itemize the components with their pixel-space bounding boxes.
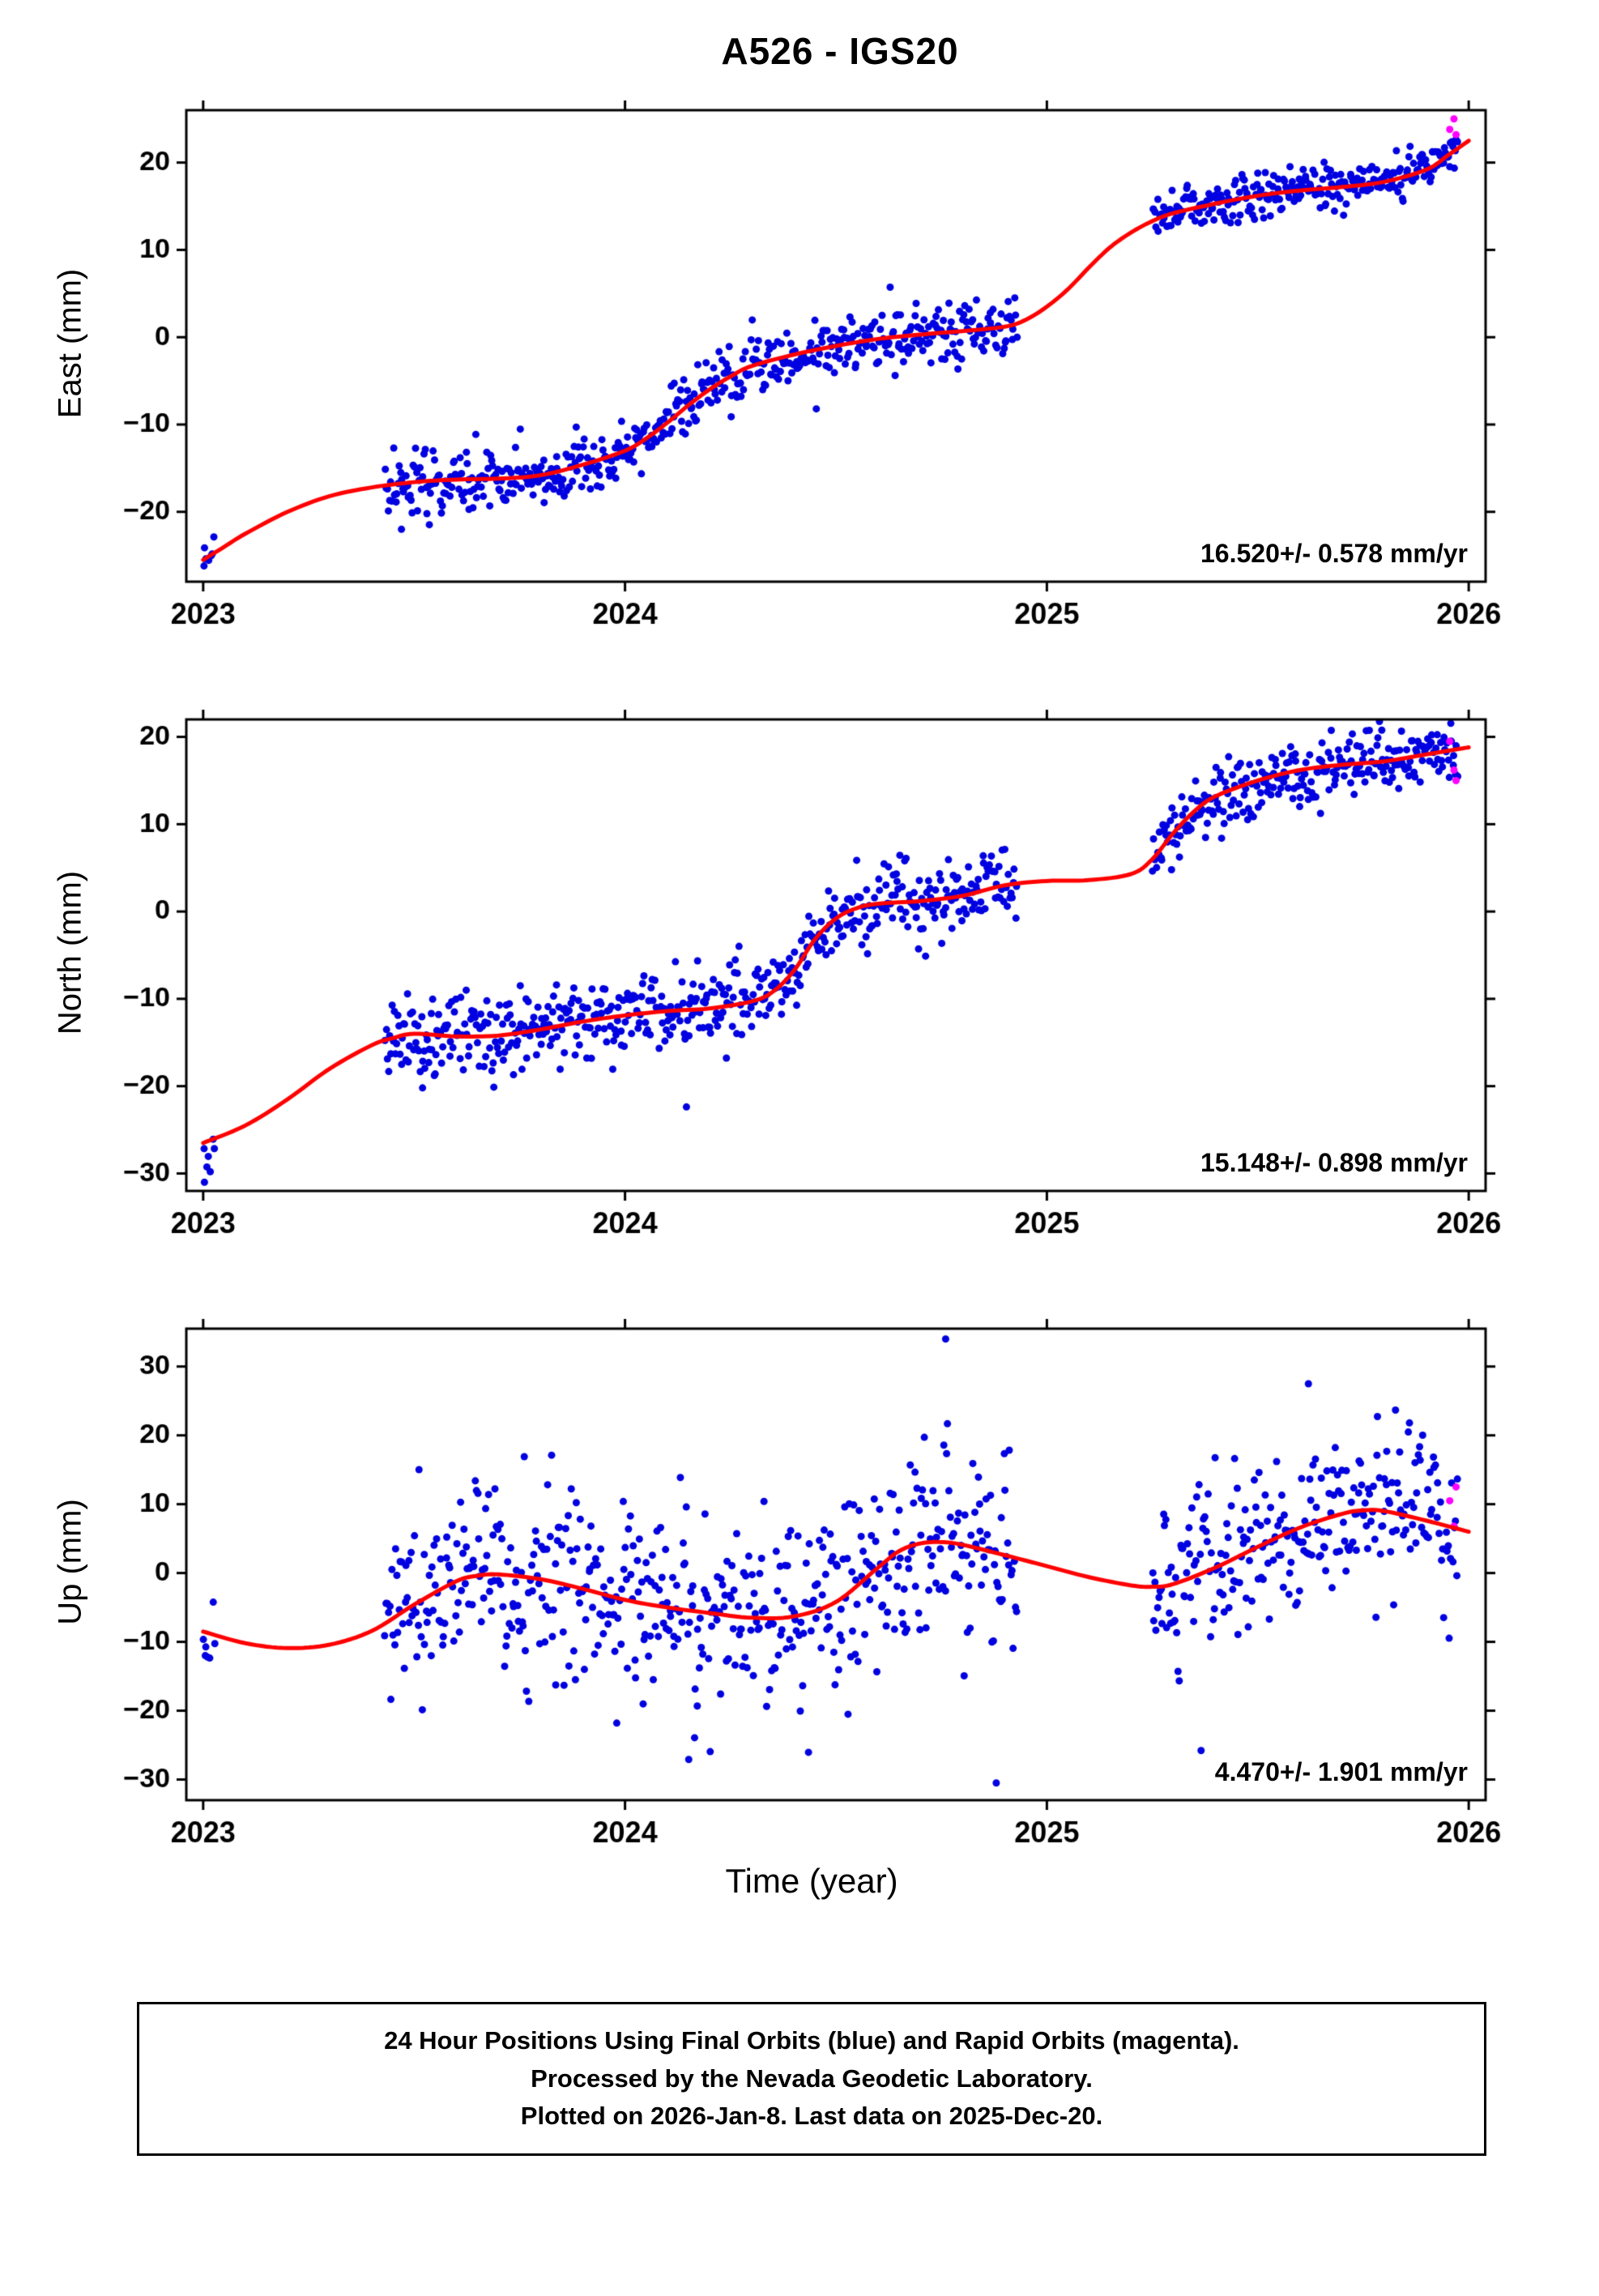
footer-line-orbits: 24 Hour Positions Using Final Orbits (bl… (384, 2026, 1239, 2055)
east-chart (99, 97, 1524, 632)
east-panel: East (mm) 16.520+/- 0.578 mm/yr (42, 97, 1581, 632)
up-rate-annotation: 4.470+/- 1.901 mm/yr (1214, 1757, 1468, 1786)
page-title: A526 - IGS20 (721, 30, 959, 72)
north-axis-label-wrap: North (mm) (42, 706, 99, 1241)
east-axis-label-wrap: East (mm) (42, 97, 99, 632)
north-panel: North (mm) 15.148+/- 0.898 mm/yr (42, 706, 1581, 1241)
xaxis-title: Time (year) (725, 1862, 898, 1900)
east-plot-area: 16.520+/- 0.578 mm/yr (99, 97, 1524, 632)
footer-box: 24 Hour Positions Using Final Orbits (bl… (137, 2002, 1486, 2156)
north-chart (99, 706, 1524, 1241)
footer-line-lab: Processed by the Nevada Geodetic Laborat… (531, 2063, 1093, 2093)
east-axis-label: East (mm) (52, 268, 88, 418)
up-panel: Up (mm) 4.470+/- 1.901 mm/yr (42, 1316, 1581, 1850)
north-rate-annotation: 15.148+/- 0.898 mm/yr (1200, 1148, 1468, 1177)
east-rate-annotation: 16.520+/- 0.578 mm/yr (1200, 539, 1468, 568)
up-axis-label: Up (mm) (52, 1498, 88, 1625)
page-container: A526 - IGS20 East (mm) 16.520+/- 0.578 m… (42, 30, 1581, 2156)
up-axis-label-wrap: Up (mm) (42, 1316, 99, 1850)
north-axis-label: North (mm) (52, 870, 88, 1035)
up-chart (99, 1316, 1524, 1850)
up-plot-area: 4.470+/- 1.901 mm/yr (99, 1316, 1524, 1850)
footer-line-dates: Plotted on 2026-Jan-8. Last data on 2025… (520, 2102, 1103, 2130)
north-plot-area: 15.148+/- 0.898 mm/yr (99, 706, 1524, 1241)
